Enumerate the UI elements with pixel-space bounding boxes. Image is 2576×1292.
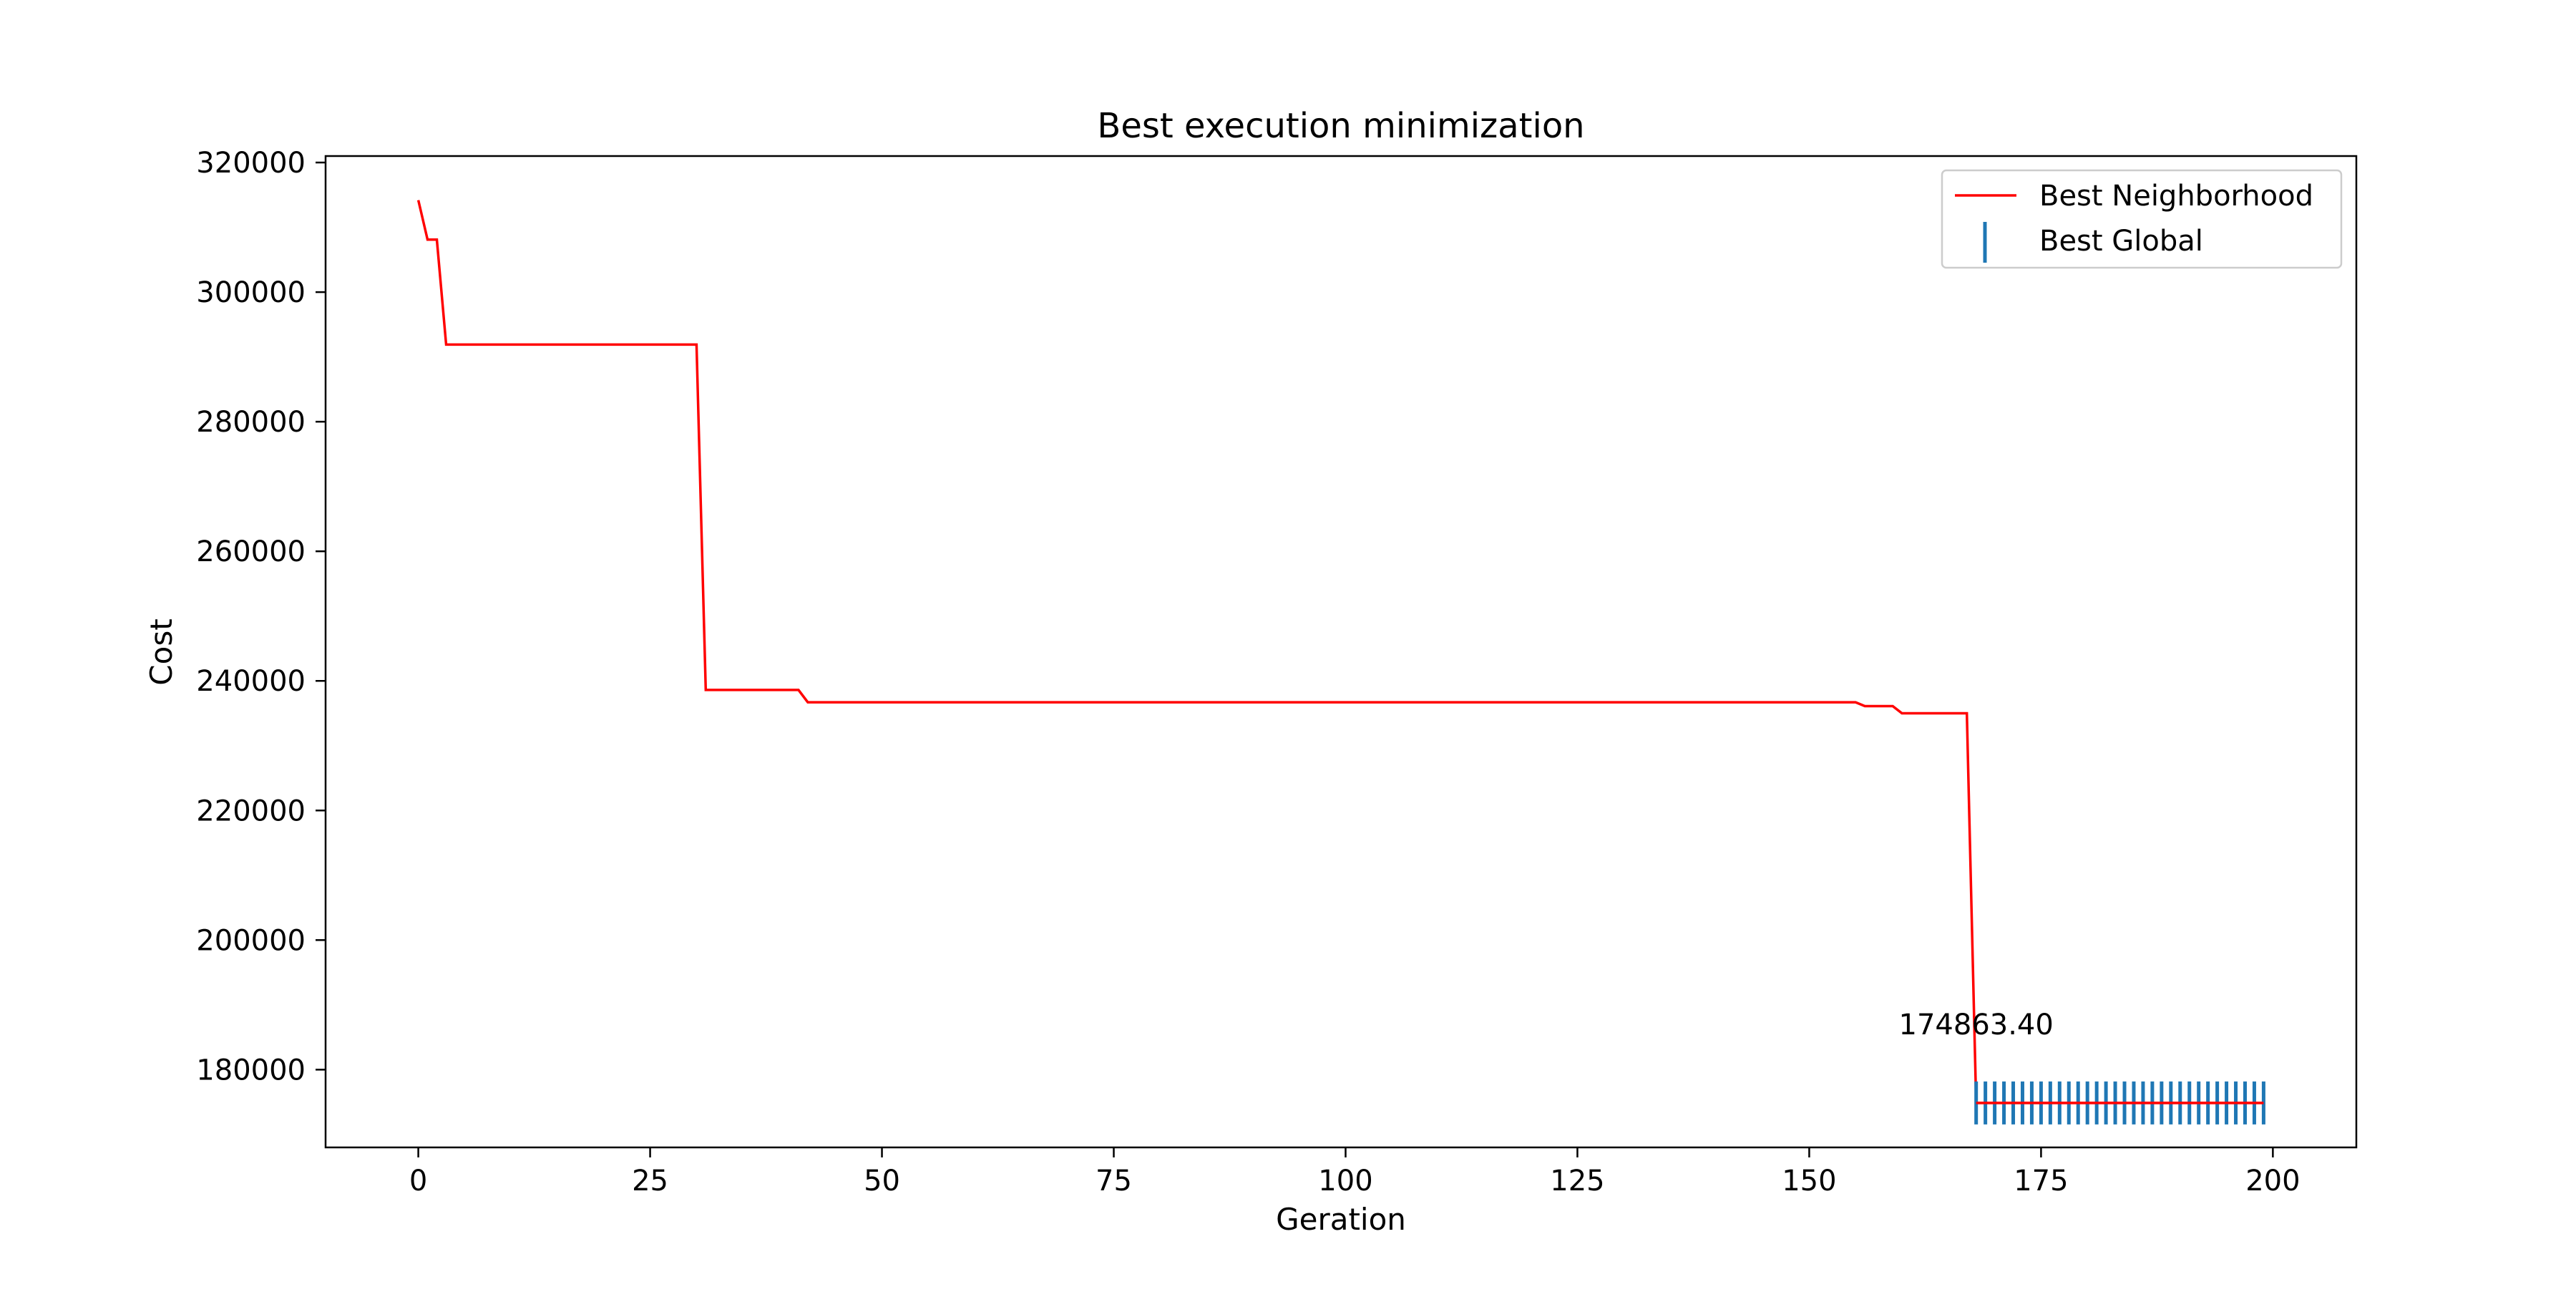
y-tick-label: 220000 <box>196 795 306 827</box>
annotations: 174863.40 <box>1899 1009 2054 1041</box>
plot-marks <box>416 200 2265 1125</box>
annotation-best-value: 174863.40 <box>1899 1009 2054 1041</box>
chart-title: Best execution minimization <box>1097 106 1584 146</box>
y-axis-label: Cost <box>144 618 179 685</box>
x-tick-label: 100 <box>1318 1165 1372 1198</box>
legend-box <box>1941 169 2343 269</box>
x-tick-label: 0 <box>409 1165 427 1198</box>
legend: Best Neighborhood Best Global <box>1941 169 2343 269</box>
series-line-best-neighborhood <box>416 200 2264 1104</box>
x-axis: 0 25 50 75 100 125 150 175 200 <box>409 1147 2301 1198</box>
y-tick-label: 300000 <box>196 276 306 309</box>
x-tick-label: 125 <box>1550 1165 1604 1198</box>
y-axis: 180000 200000 220000 240000 260000 280000 3000… <box>196 147 326 1087</box>
y-tick-label: 200000 <box>196 924 306 957</box>
y-tick-label: 280000 <box>196 406 306 439</box>
y-tick-label: 320000 <box>196 147 306 180</box>
legend-label-best-neighborhood: Best Neighborhood <box>2039 180 2313 213</box>
x-tick-label: 25 <box>632 1165 668 1198</box>
legend-label-best-global: Best Global <box>2039 225 2203 258</box>
x-tick-label: 175 <box>2014 1165 2068 1198</box>
x-tick-label: 75 <box>1096 1165 1132 1198</box>
y-tick-label: 260000 <box>196 535 306 568</box>
x-tick-label: 50 <box>864 1165 900 1198</box>
x-axis-label: Geration <box>1276 1202 1406 1237</box>
x-tick-label: 200 <box>2245 1165 2300 1198</box>
plot-frame <box>324 155 2358 1149</box>
x-tick-label: 150 <box>1782 1165 1836 1198</box>
y-tick-label: 240000 <box>196 665 306 698</box>
y-tick-label: 180000 <box>196 1054 306 1087</box>
